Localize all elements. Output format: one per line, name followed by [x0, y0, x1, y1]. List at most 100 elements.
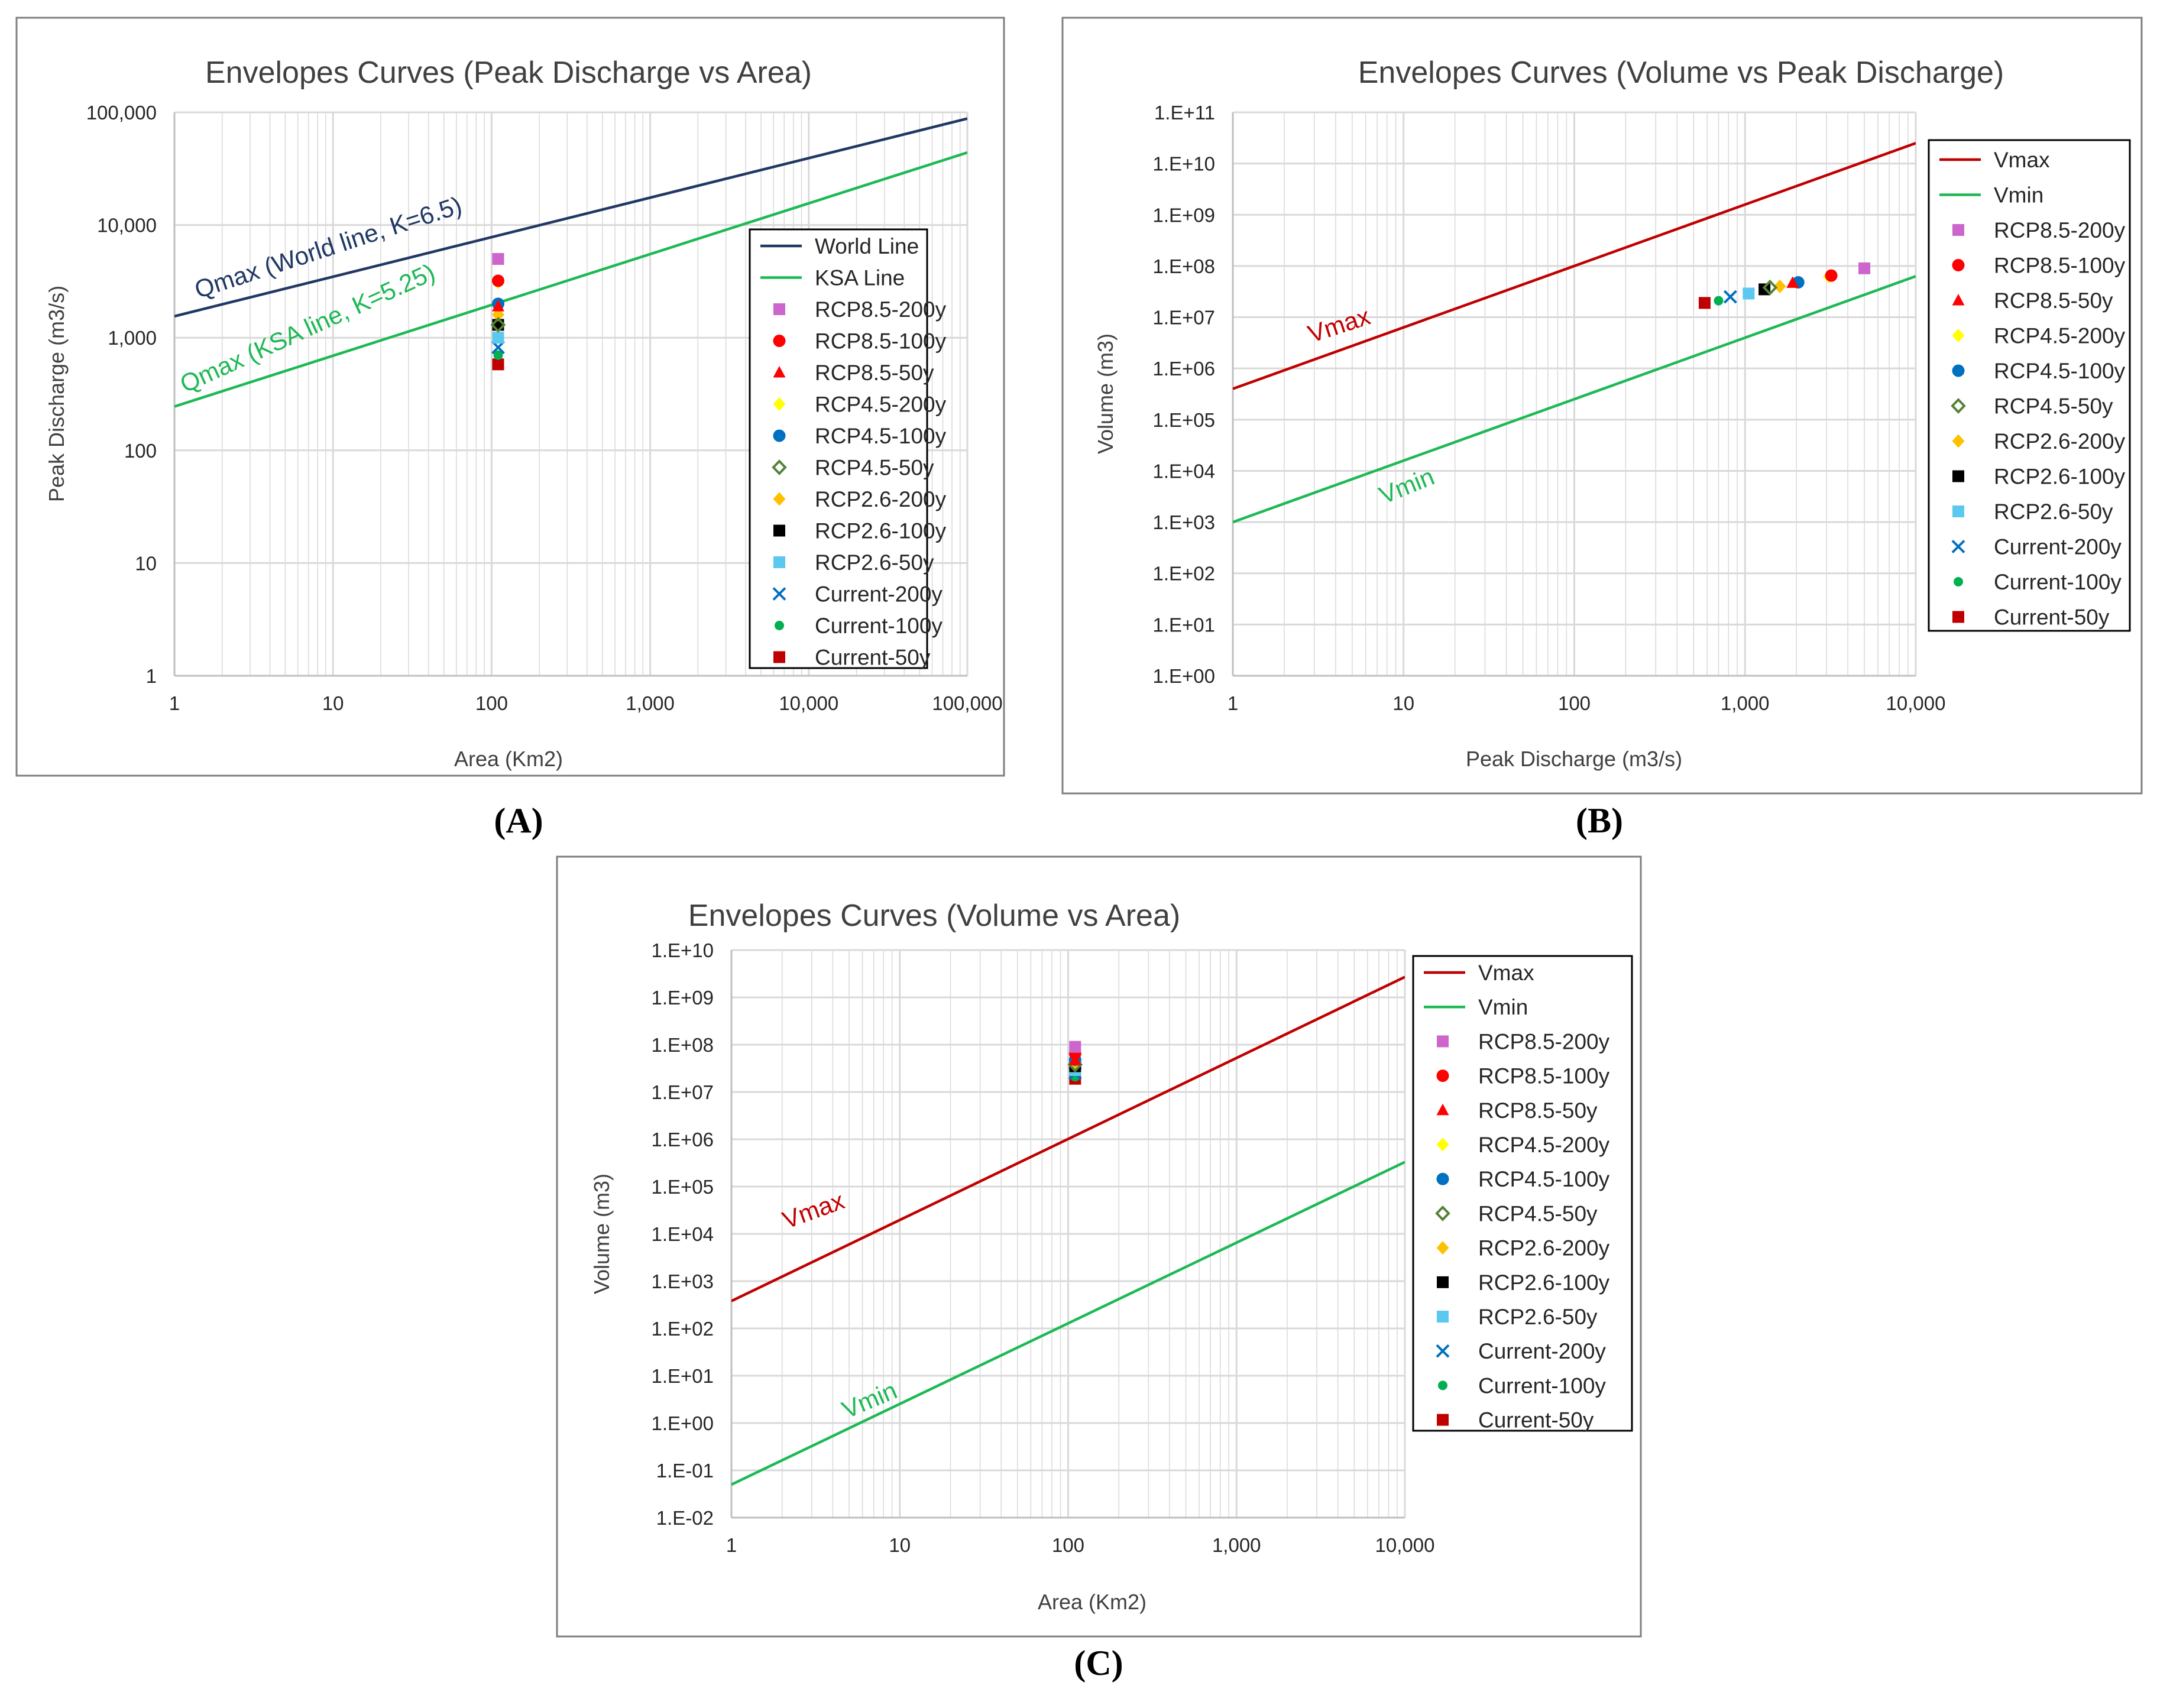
- envelope-line-vmin: [1233, 275, 1916, 524]
- x-tick-label: 1,000: [1212, 1534, 1261, 1556]
- legend-marker-swatch: [773, 303, 785, 315]
- legend-marker-swatch: [1952, 329, 1965, 342]
- legend-entry-label: RCP2.6-50y: [1994, 500, 2113, 524]
- legend-marker-swatch: [773, 335, 786, 347]
- x-tick-label: 10: [322, 692, 344, 714]
- legend-marker-swatch: [1952, 505, 1964, 517]
- legend-marker-swatch: [1952, 294, 1965, 306]
- y-tick-label: 10,000: [97, 215, 157, 236]
- legend-marker-swatch: [1951, 398, 1966, 414]
- y-tick-label: 1.E+01: [651, 1365, 714, 1387]
- legend-entry-label: RCP4.5-50y: [815, 456, 934, 480]
- y-tick-label: 1: [146, 665, 157, 687]
- legend-entry-label: Current-200y: [815, 582, 943, 607]
- y-tick-label: 1.E+10: [1152, 153, 1215, 175]
- legend-entry-label: RCP2.6-200y: [1478, 1236, 1610, 1260]
- legend-entry-label: RCP4.5-100y: [815, 424, 947, 448]
- legend-marker-swatch: [1952, 364, 1965, 377]
- legend-entry-label: Current-100y: [815, 614, 943, 638]
- legend-entry-label: RCP2.6-50y: [1478, 1305, 1598, 1329]
- legend-entry-label: Current-200y: [1478, 1339, 1606, 1363]
- y-tick-label: 1.E-02: [656, 1507, 714, 1529]
- x-axis-label: Area (Km2): [454, 747, 563, 771]
- legend-marker-swatch: [772, 587, 786, 601]
- y-axis-label: Volume (m3): [590, 1174, 614, 1294]
- y-tick-label: 1.E+10: [651, 939, 714, 961]
- legend-entry-label: Current-100y: [1478, 1373, 1606, 1398]
- data-point-rcp2.6-200y: [1773, 279, 1786, 293]
- legend: Vmax Vmin RCP8.5-200y RCP8.5-100y RCP8.5-50y…: [1412, 955, 1633, 1432]
- y-tick-label: 1,000: [108, 327, 157, 349]
- data-point-rcp8.5-200y: [1069, 1041, 1081, 1053]
- legend-entry-label: Vmax: [1478, 961, 1534, 985]
- y-tick-label: 1.E+07: [1152, 307, 1215, 329]
- legend-marker-swatch: [773, 492, 786, 506]
- legend-marker-swatch: [1438, 1380, 1447, 1391]
- scatter-points: [1698, 262, 1871, 309]
- legend-marker-swatch: [773, 556, 785, 568]
- legend-entry-label: Current-50y: [1478, 1408, 1594, 1432]
- legend-marker-swatch: [1437, 1276, 1449, 1288]
- data-point-rcp4.5-50y: [490, 317, 506, 333]
- legend-entry-label: RCP8.5-100y: [1994, 254, 2126, 278]
- panel-label: (B): [1576, 801, 1623, 840]
- y-tick-label: 1.E+11: [1154, 102, 1215, 124]
- x-tick-label: 10: [889, 1534, 911, 1556]
- data-point-rcp8.5-100y: [1825, 269, 1838, 282]
- scatter-points: [1067, 1041, 1083, 1085]
- legend-marker-swatch: [1437, 1311, 1449, 1323]
- legend-entry-label: RCP8.5-50y: [1478, 1098, 1598, 1123]
- legend-marker-swatch: [1954, 577, 1963, 586]
- legend-marker-swatch: [1435, 1205, 1450, 1221]
- legend-entry-label: Current-50y: [815, 646, 931, 670]
- envelope-line-ksa-line: [174, 151, 967, 408]
- data-point-current-100y: [1714, 296, 1724, 306]
- panel-label: (A): [494, 801, 543, 840]
- x-axis-label: Peak Discharge (m3/s): [1466, 747, 1682, 771]
- x-tick-label: 100: [1052, 1534, 1084, 1556]
- grid: [730, 949, 1406, 1519]
- x-tick-label: 1: [726, 1534, 737, 1556]
- legend-marker-swatch: [1436, 1241, 1449, 1255]
- legend-entry-label: Current-100y: [1994, 570, 2122, 594]
- legend-entry-label: Vmin: [1478, 995, 1528, 1019]
- legend-marker-swatch: [1952, 259, 1965, 271]
- legend-entry-label: Vmax: [1994, 148, 2050, 172]
- data-point-rcp2.6-50y: [1743, 287, 1755, 300]
- legend-marker-swatch: [1436, 1344, 1450, 1358]
- legend-marker-swatch: [775, 621, 784, 630]
- x-marker-stroke: [1723, 290, 1737, 304]
- data-point-current-50y: [1698, 297, 1711, 309]
- data-point-current-100y: [493, 350, 503, 360]
- legend-box: [1412, 955, 1633, 1432]
- x-marker-stroke: [1951, 540, 1965, 553]
- legend-marker-swatch: [1952, 224, 1964, 236]
- legend-entry-label: Vmin: [1994, 183, 2043, 208]
- legend-entry-label: RCP8.5-200y: [815, 297, 947, 322]
- data-point-rcp8.5-200y: [492, 252, 504, 265]
- y-tick-label: 1.E-01: [656, 1460, 714, 1482]
- y-tick-label: 1.E+01: [1152, 614, 1215, 636]
- data-point-rcp2.6-50y: [492, 332, 504, 344]
- y-tick-label: 1.E+08: [1152, 255, 1215, 277]
- y-tick-label: 1.E+03: [651, 1271, 714, 1292]
- legend-entry-label: RCP2.6-50y: [815, 550, 934, 575]
- legend-entry-label: Current-200y: [1994, 535, 2122, 559]
- data-point-current-200y: [1723, 290, 1737, 304]
- legend-marker-swatch: [1952, 470, 1964, 482]
- y-tick-label: 1.E+02: [1152, 563, 1215, 585]
- legend-entry-label: KSA Line: [815, 266, 905, 290]
- x-tick-label: 100: [1558, 692, 1591, 714]
- y-tick-label: 1.E+05: [1152, 409, 1215, 431]
- envelope-line-vmax: [731, 975, 1405, 1302]
- y-tick-label: 1.E+03: [1152, 511, 1215, 533]
- y-tick-label: 100: [124, 440, 157, 462]
- chart-panel-A: 1 10 100 1,000 10,000 100,000 1 10 100 1,000 10,00…: [15, 17, 1005, 777]
- scatter-points: [490, 252, 506, 371]
- x-tick-label: 10: [1392, 692, 1414, 714]
- legend-marker-swatch: [1952, 434, 1965, 448]
- x-tick-label: 10,000: [1375, 1534, 1435, 1556]
- legend-entry-label: RCP2.6-200y: [1994, 429, 2126, 453]
- y-tick-label: 1.E+00: [1152, 665, 1215, 687]
